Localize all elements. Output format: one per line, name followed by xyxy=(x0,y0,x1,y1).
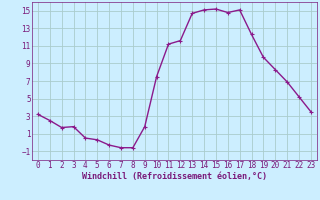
X-axis label: Windchill (Refroidissement éolien,°C): Windchill (Refroidissement éolien,°C) xyxy=(82,172,267,181)
